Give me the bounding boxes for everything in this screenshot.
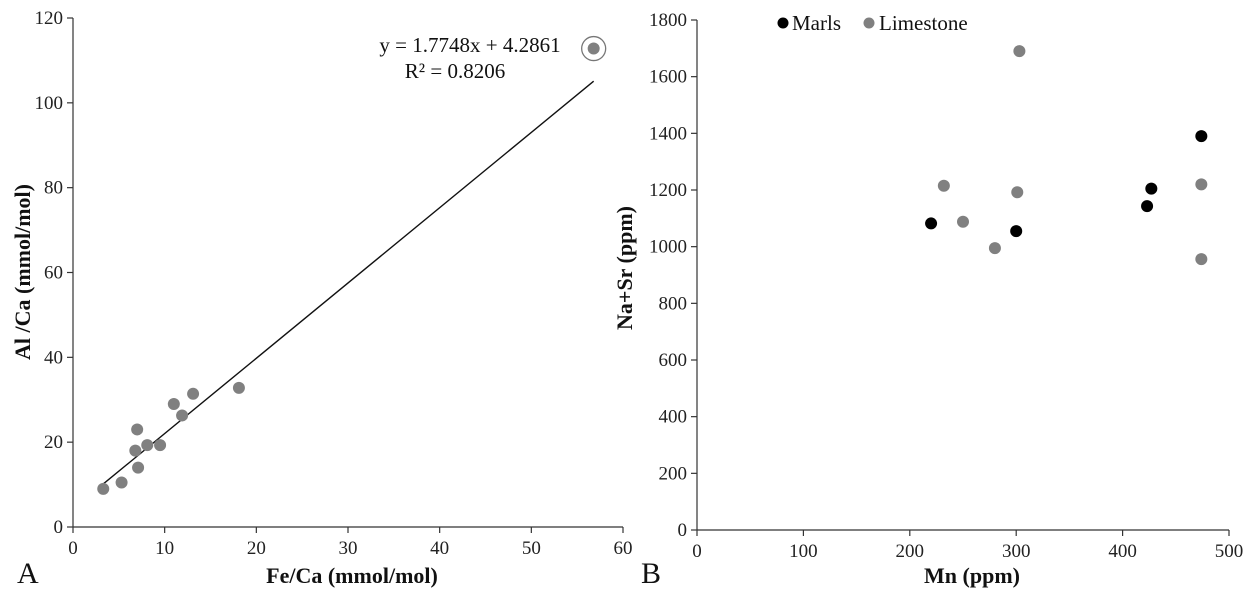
data-point-sample [167,397,180,410]
data-point-sample [154,439,167,452]
y-tick-label: 1200 [649,180,687,201]
legend-marls-marker [777,17,789,29]
y-tick-label: 0 [678,520,688,541]
y-tick-label: 1000 [649,237,687,258]
data-point-marls [1195,130,1208,143]
data-point-limestone [1011,186,1024,199]
y-tick-label: 1800 [649,10,687,31]
y-tick-label: 0 [54,517,64,538]
x-tick-label: 100 [789,541,818,562]
x-tick-label: 400 [1108,541,1137,562]
data-point-marls [1010,225,1023,238]
x-tick-label: 40 [430,538,449,559]
y-tick-label: 100 [35,93,64,114]
panel-a-points [97,42,600,495]
y-tick-label: 800 [659,293,688,314]
panel-a-x-ticks: 0 10 20 30 40 50 60 [68,527,633,559]
data-point-sample [129,444,142,457]
x-tick-label: 200 [896,541,925,562]
y-tick-label: 120 [35,8,64,29]
panel-b: 0 100 200 300 400 500 0 200 400 600 800 1000 1200 14… [612,10,1243,590]
x-tick-label: 30 [339,538,358,559]
data-point-marls [925,217,938,230]
y-tick-label: 40 [44,347,63,368]
data-point-sample [587,42,600,55]
y-tick-label: 1400 [649,123,687,144]
data-point-limestone [1013,45,1026,58]
data-point-sample [232,381,245,394]
data-point-limestone [937,179,950,192]
y-tick-label: 20 [44,432,63,453]
panel-a-y-ticks: 0 20 40 60 80 100 120 [35,8,73,538]
legend-limestone-marker [863,17,875,29]
y-tick-label: 600 [659,350,688,371]
x-tick-label: 50 [522,538,541,559]
panel-b-y-label: Na+Sr (ppm) [612,206,637,330]
x-tick-label: 0 [692,541,702,562]
data-point-sample [97,482,110,495]
panel-a-r-squared: R² = 0.8206 [405,59,505,83]
panel-a-highlight-circle [581,35,607,62]
data-point-marls [1141,200,1154,213]
panel-a-trendline [102,80,595,485]
y-tick-label: 400 [659,407,688,428]
y-tick-label: 80 [44,178,63,199]
data-point-sample [132,461,145,474]
data-point-sample [115,476,128,489]
panel-b-letter: B [641,557,661,590]
data-point-sample [187,387,200,400]
data-point-marls [1145,182,1158,195]
legend-limestone-label: Limestone [879,11,968,35]
panel-a-x-label: Fe/Ca (mmol/mol) [266,563,438,588]
panel-a-letter: A [17,557,39,590]
data-point-limestone [988,242,1001,255]
x-tick-label: 20 [247,538,266,559]
data-point-sample [141,439,154,452]
panel-b-x-ticks: 0 100 200 300 400 500 [692,530,1243,562]
panel-b-legend: Marls Limestone [777,11,968,35]
data-point-limestone [1195,178,1208,191]
data-point-sample [131,423,144,436]
x-tick-label: 60 [614,538,633,559]
panel-a: 0 10 20 30 40 50 60 0 20 40 60 80 100 120 y = 1.7748… [10,8,633,590]
panel-b-x-label: Mn (ppm) [924,563,1020,588]
panel-a-equation: y = 1.7748x + 4.2861 [379,33,560,57]
panel-a-y-label: Al /Ca (mmol/mol) [10,184,35,360]
x-tick-label: 10 [155,538,174,559]
panel-b-points [925,45,1208,266]
y-tick-label: 60 [44,263,63,284]
x-tick-label: 300 [1002,541,1031,562]
data-point-sample [176,409,189,422]
legend-marls-label: Marls [792,11,841,35]
data-point-limestone [1195,253,1208,266]
panel-b-y-ticks: 0 200 400 600 800 1000 1200 1400 1600 1800 [649,10,697,541]
y-tick-label: 1600 [649,67,687,88]
x-tick-label: 500 [1215,541,1244,562]
y-tick-label: 200 [659,463,688,484]
data-point-limestone [957,215,969,228]
x-tick-label: 0 [68,538,78,559]
